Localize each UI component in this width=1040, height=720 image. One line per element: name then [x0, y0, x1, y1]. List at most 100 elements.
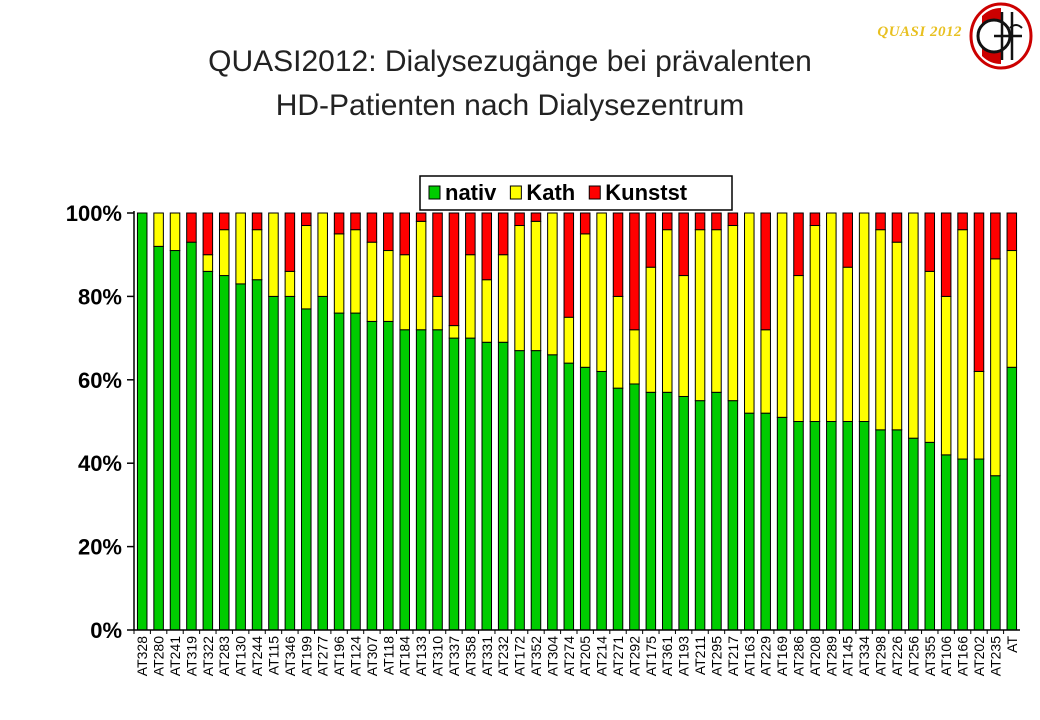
bar-segment-kunstst-at175: [645, 212, 657, 268]
bar-segment-nativ-at166: [957, 458, 968, 631]
bar-segment-nativ-at145: [842, 421, 853, 631]
legend-label-nativ: nativ: [445, 180, 497, 205]
bar-segment-kath-at211: [694, 229, 706, 402]
bar-segment-kath-at358: [465, 254, 476, 339]
bar-segment-kath-at145: [842, 266, 853, 422]
bar-segment-kunstst-at337: [448, 212, 460, 327]
x-tick-label: AT361: [659, 636, 675, 676]
bar-segment-kunstst-at346: [284, 212, 296, 272]
bar-segment-kunstst-at244: [251, 212, 263, 231]
quasi-logo-icon: [969, 2, 1033, 70]
bar-segment-kath-at130: [235, 212, 246, 285]
bar-segment-kath-at244: [251, 229, 263, 281]
x-tick-label: AT163: [741, 636, 757, 676]
bar-segment-kunstst-at286: [793, 212, 804, 277]
bar-segment-nativ-at211: [694, 400, 706, 631]
x-tick-label: AT277: [315, 636, 331, 676]
bar-segment-nativ-at226: [891, 429, 903, 631]
bar-segment-kath-at295: [711, 229, 722, 393]
bar-segment-nativ-at229: [760, 412, 771, 631]
bar-segment-nativ-at295: [711, 391, 722, 631]
x-tick-label: AT235: [987, 636, 1003, 676]
bar-segment-kunstst-at229: [760, 212, 771, 331]
y-tick-label: 60%: [78, 368, 122, 393]
x-tick-label: AT352: [528, 636, 544, 676]
bar-segment-nativ-at298: [875, 429, 886, 631]
bar-segment-nativ-at337: [448, 337, 460, 631]
bar-segment-kunstst-at310: [432, 212, 443, 297]
x-tick-label: AT118: [380, 636, 396, 675]
bar-segment-kath-at337: [448, 325, 460, 339]
x-tick-label: AT106: [938, 636, 954, 676]
bar-segment-kath-at334: [858, 212, 870, 422]
bar-segment-kunstst-at355: [924, 212, 936, 272]
bar-segment-kath-at307: [366, 241, 378, 322]
bar-segment-kath-at124: [350, 229, 361, 314]
bar-segment-kath-at298: [875, 229, 886, 431]
bar-segment-nativ-at172: [514, 350, 525, 631]
bar-segment-nativ-at352: [530, 350, 542, 631]
bar-segment-nativ-at193: [678, 395, 689, 631]
bar-segment-nativ-at118: [383, 320, 394, 631]
legend-label-kunstst: Kunstst: [605, 180, 688, 205]
bar-segment-nativ-at319: [186, 241, 197, 631]
x-tick-label: AT199: [298, 636, 314, 676]
bar-segment-kunstst-at358: [465, 212, 476, 256]
x-tick-label: AT: [1004, 636, 1020, 653]
x-tick-label: AT334: [856, 636, 872, 676]
bar-segment-kunstst-at145: [842, 212, 853, 268]
bar-segment-kath-at310: [432, 295, 443, 331]
x-tick-label: AT130: [233, 636, 249, 676]
title-line-1: QUASI2012: Dialysezugänge bei prävalente…: [208, 45, 812, 78]
x-tick-label: AT166: [955, 636, 971, 676]
x-tick-label: AT280: [151, 636, 167, 676]
x-tick-label: AT217: [725, 636, 741, 676]
bar-segment-nativ-at184: [399, 329, 410, 631]
bar-segment-kunstst-at322: [202, 212, 214, 256]
bar-segment-kath-at166: [957, 229, 968, 460]
bar-segment-kath-at283: [218, 229, 230, 277]
x-tick-label: AT193: [676, 636, 692, 676]
bar-segment-nativ-at322: [202, 270, 214, 631]
bar-segment-kunstst-at292: [629, 212, 640, 331]
legend-box: [419, 175, 733, 211]
bar-segment-kunstst-at271: [612, 212, 624, 297]
bar-segment-kath-at133: [415, 220, 427, 331]
y-tick-label: 20%: [78, 535, 122, 560]
x-tick-label: AT115: [266, 636, 282, 675]
bar-segment-nativ-at115: [268, 295, 279, 631]
x-tick-label: AT208: [807, 636, 823, 676]
bar-segment-nativ-at283: [218, 275, 230, 631]
y-tick-label: 40%: [78, 451, 122, 476]
bar-segment-kunstst-at295: [711, 212, 722, 231]
x-tick-label: AT241: [167, 636, 183, 676]
bar-segment-kunstst-at202: [973, 212, 985, 372]
x-tick-label: AT256: [905, 636, 921, 676]
bar-segment-nativ-at241: [169, 250, 181, 631]
bar-segment-nativ-at217: [727, 400, 739, 631]
bar-segment-kath-at361: [661, 229, 673, 393]
bar-segment-kath-at274: [563, 316, 575, 364]
bar-segment-nativ-at355: [924, 441, 936, 631]
bar-segment-kath-at241: [169, 212, 181, 252]
bar-segment-nativ-at292: [629, 383, 640, 631]
bar-segment-nativ-at280: [153, 245, 164, 631]
x-tick-label: AT133: [413, 636, 429, 676]
x-tick-label: AT298: [873, 636, 889, 676]
x-tick-label: AT196: [331, 636, 347, 676]
bar-segment-kunstst-at361: [661, 212, 673, 231]
bar-segment-kunstst-at226: [891, 212, 903, 243]
bar-segment-kath-at232: [497, 254, 509, 343]
x-tick-label: AT211: [692, 636, 708, 675]
bar-segment-kunstst-at: [1006, 212, 1018, 252]
bar-segment-nativ-at169: [776, 416, 788, 631]
bar-segment-kath-at199: [301, 225, 312, 310]
bar-segment-kath-at193: [678, 275, 689, 397]
bar-segment-kunstst-at208: [809, 212, 821, 227]
bars-group: [136, 212, 1018, 631]
x-tick-label: AT286: [791, 636, 807, 676]
bar-segment-nativ-at124: [350, 312, 361, 631]
bar-segment-kath-at235: [990, 258, 1001, 477]
x-tick-label: AT307: [364, 636, 380, 676]
y-tick-label: 100%: [66, 201, 122, 226]
